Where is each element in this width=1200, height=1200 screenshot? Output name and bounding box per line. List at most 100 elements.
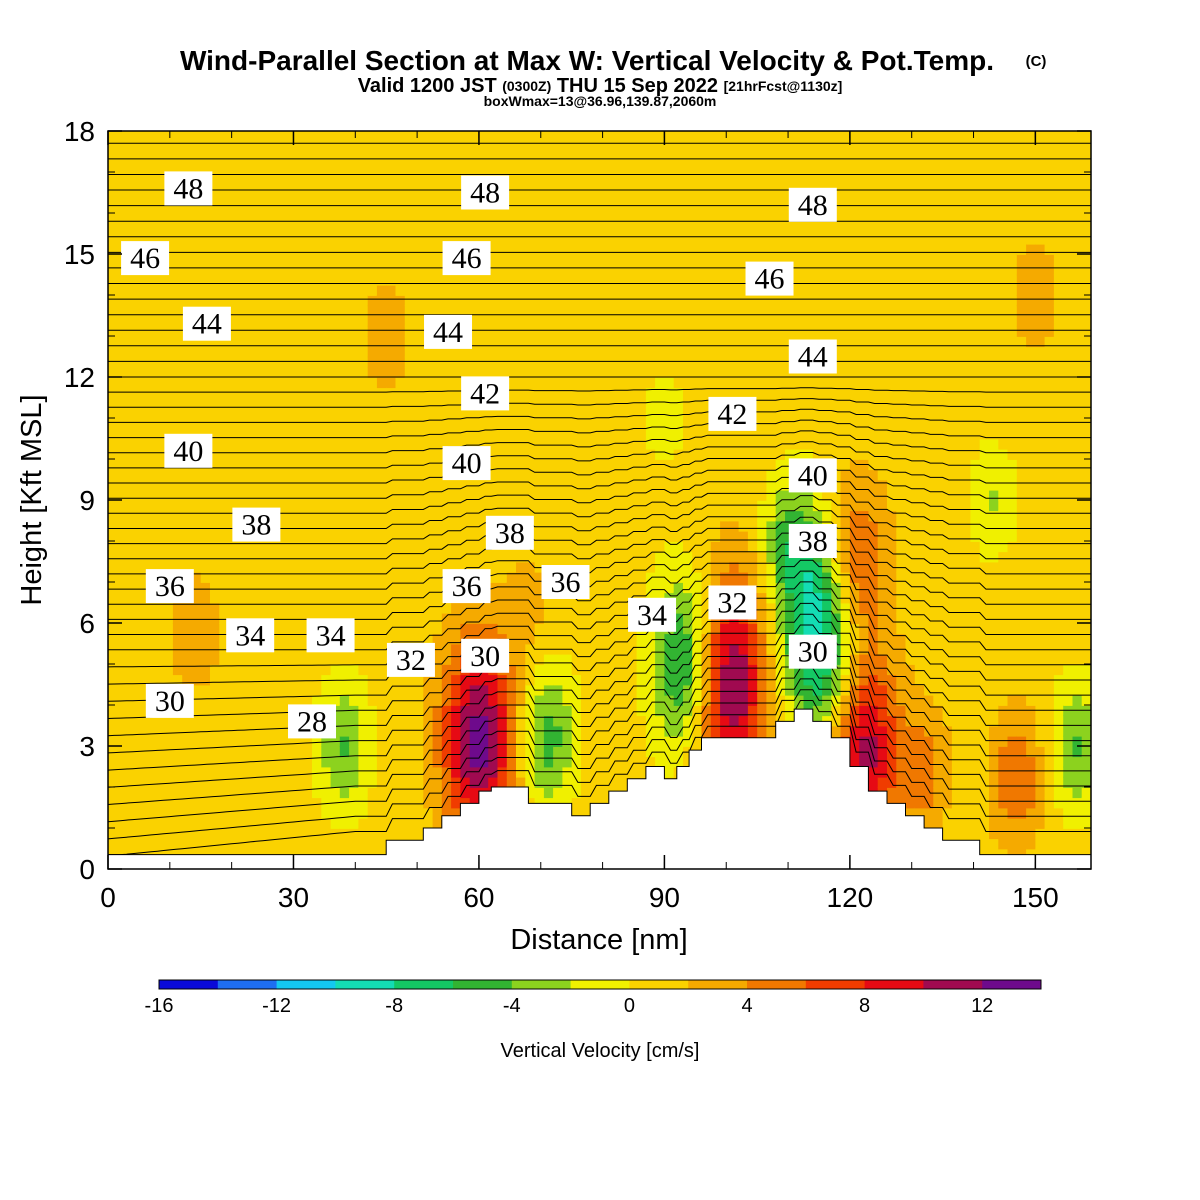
velocity-cell [367, 172, 378, 184]
velocity-cell [683, 623, 694, 635]
velocity-cell [117, 325, 128, 337]
velocity-cell [729, 510, 740, 522]
velocity-cell [108, 469, 119, 481]
velocity-cell [590, 356, 601, 368]
velocity-cell [488, 479, 499, 491]
velocity-cell [516, 213, 527, 225]
velocity-cell [200, 828, 211, 840]
velocity-cell [386, 725, 397, 737]
velocity-cell [432, 213, 443, 225]
velocity-cell [154, 438, 165, 450]
velocity-cell [460, 776, 471, 788]
velocity-cell [219, 469, 230, 481]
velocity-cell [710, 387, 721, 399]
velocity-cell [441, 561, 452, 573]
velocity-cell [441, 438, 452, 450]
velocity-cell [432, 469, 443, 481]
velocity-cell [692, 530, 703, 542]
velocity-cell [293, 561, 304, 573]
velocity-cell [312, 551, 323, 563]
velocity-cell [451, 561, 462, 573]
velocity-cell [469, 776, 480, 788]
velocity-cell [228, 438, 239, 450]
velocity-cell [645, 469, 656, 481]
velocity-cell [182, 213, 193, 225]
velocity-cell [228, 705, 239, 717]
velocity-cell [608, 551, 619, 563]
velocity-cell [339, 223, 350, 235]
velocity-cell [191, 612, 202, 624]
velocity-cell [478, 305, 489, 317]
velocity-cell [126, 418, 137, 430]
velocity-cell [553, 151, 564, 163]
velocity-cell [581, 530, 592, 542]
velocity-cell [432, 561, 443, 573]
velocity-cell [126, 356, 137, 368]
velocity-cell [664, 161, 675, 173]
velocity-cell [506, 684, 517, 696]
velocity-cell [265, 735, 276, 747]
velocity-cell [710, 705, 721, 717]
velocity-cell [590, 715, 601, 727]
velocity-cell [525, 151, 536, 163]
velocity-cell [339, 407, 350, 419]
velocity-cell [376, 274, 387, 286]
velocity-cell [729, 336, 740, 348]
velocity-cell [553, 633, 564, 645]
velocity-cell [228, 325, 239, 337]
velocity-cell [376, 520, 387, 532]
velocity-cell [488, 766, 499, 778]
velocity-cell [655, 551, 666, 563]
velocity-cell [543, 500, 554, 512]
velocity-cell [683, 602, 694, 614]
velocity-cell [608, 243, 619, 255]
velocity-cell [172, 284, 183, 296]
velocity-cell [247, 684, 258, 696]
velocity-cell [618, 541, 629, 553]
velocity-cell [441, 397, 452, 409]
velocity-cell [525, 479, 536, 491]
velocity-cell [330, 366, 341, 378]
velocity-cell [108, 151, 119, 163]
velocity-cell [543, 428, 554, 440]
velocity-cell [729, 643, 740, 655]
velocity-cell [627, 520, 638, 532]
velocity-cell [330, 213, 341, 225]
velocity-cell [655, 325, 666, 337]
velocity-cell [451, 664, 462, 676]
velocity-cell [618, 633, 629, 645]
velocity-cell [293, 418, 304, 430]
velocity-cell [135, 787, 146, 799]
velocity-cell [321, 817, 332, 829]
velocity-cell [534, 356, 545, 368]
velocity-cell [126, 838, 137, 850]
velocity-cell [349, 397, 360, 409]
velocity-cell [506, 295, 517, 307]
velocity-cell [247, 274, 258, 286]
velocity-cell [664, 684, 675, 696]
velocity-cell [247, 828, 258, 840]
velocity-cell [395, 151, 406, 163]
velocity-cell [321, 202, 332, 214]
velocity-cell [182, 418, 193, 430]
velocity-cell [543, 489, 554, 501]
velocity-cell [590, 182, 601, 194]
velocity-cell [543, 274, 554, 286]
velocity-cell [210, 602, 221, 614]
velocity-cell [210, 264, 221, 276]
velocity-cell [655, 715, 666, 727]
velocity-cell [543, 551, 554, 563]
velocity-cell [367, 489, 378, 501]
velocity-cell [330, 664, 341, 676]
velocity-cell [488, 295, 499, 307]
velocity-cell [599, 182, 610, 194]
velocity-cell [534, 612, 545, 624]
velocity-cell [590, 284, 601, 296]
velocity-cell [562, 295, 573, 307]
velocity-cell [182, 356, 193, 368]
velocity-cell [506, 223, 517, 235]
velocity-cell [701, 541, 712, 553]
velocity-cell [543, 254, 554, 266]
velocity-cell [135, 366, 146, 378]
velocity-cell [423, 223, 434, 235]
